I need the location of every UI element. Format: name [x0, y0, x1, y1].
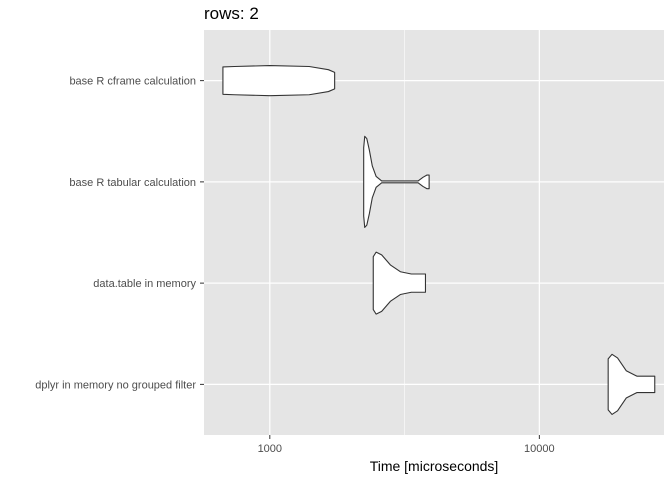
- plot-panel: [204, 30, 664, 435]
- chart-title: rows: 2: [204, 4, 259, 23]
- x-tick-label: 10000: [524, 443, 555, 455]
- axis-layer: base R cframe calculation base R tabular …: [35, 76, 554, 455]
- y-tick-label: base R cframe calculation: [69, 76, 196, 88]
- panel-background: [204, 30, 664, 435]
- y-tick-label: data.table in memory: [93, 278, 196, 290]
- x-tick-label: 1000: [258, 443, 282, 455]
- violin-1: [222, 65, 336, 97]
- y-tick-label: dplyr in memory no grouped filter: [35, 379, 196, 391]
- y-tick-label: base R tabular calculation: [69, 177, 196, 189]
- violin-2: [363, 135, 430, 228]
- violin-layer: [222, 65, 656, 415]
- violin-4: [607, 353, 656, 415]
- grid-lines: [204, 30, 664, 435]
- violin-3: [372, 251, 427, 315]
- x-axis-label: Time [microseconds]: [370, 458, 499, 474]
